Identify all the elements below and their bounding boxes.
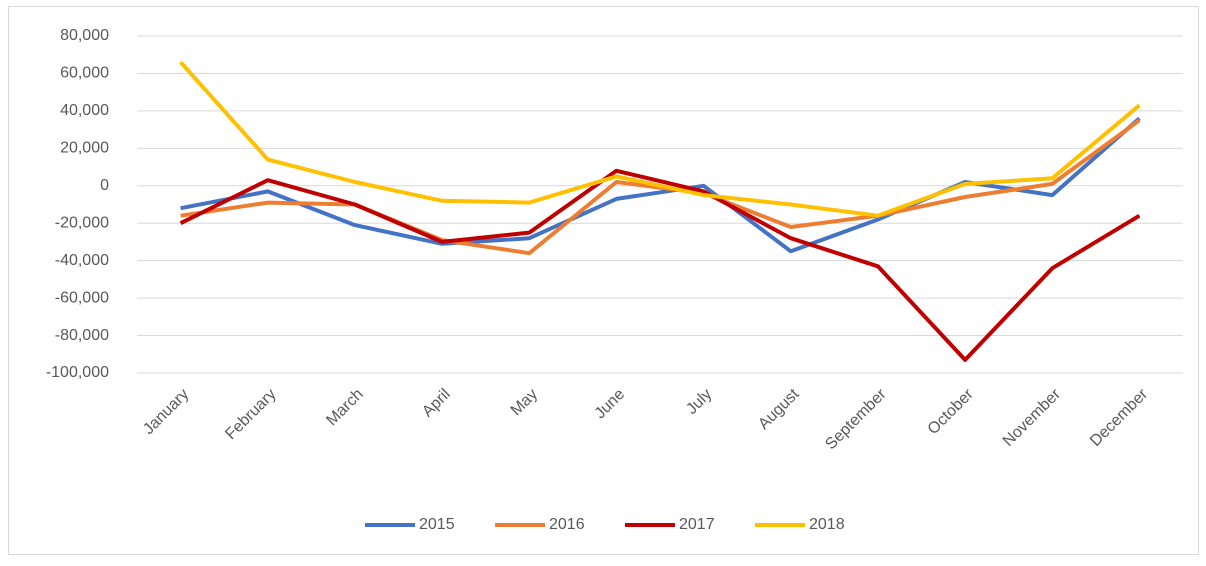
x-tick-label: August xyxy=(755,385,803,433)
x-tick-label: January xyxy=(140,386,192,438)
y-tick-label: -60,000 xyxy=(55,289,109,306)
legend-label: 2016 xyxy=(549,516,585,533)
y-tick-label: 20,000 xyxy=(60,140,109,157)
y-tick-label: -80,000 xyxy=(55,327,109,344)
y-tick-label: -40,000 xyxy=(55,252,109,269)
x-tick-label: February xyxy=(222,386,279,443)
y-tick-label: 0 xyxy=(100,177,109,194)
legend-label: 2017 xyxy=(679,516,715,533)
series-line xyxy=(179,168,1141,362)
x-tick-label: July xyxy=(683,386,715,418)
y-tick-label: 60,000 xyxy=(60,65,109,82)
x-tick-label: November xyxy=(1000,385,1065,450)
x-tick-label: May xyxy=(508,386,541,419)
legend-label: 2018 xyxy=(809,516,845,533)
series-line xyxy=(179,60,1141,218)
x-tick-label: September xyxy=(822,385,890,453)
x-tick-label: March xyxy=(323,386,366,429)
y-tick-label: -20,000 xyxy=(55,214,109,231)
x-tick-label: December xyxy=(1087,385,1152,450)
y-tick-label: 80,000 xyxy=(60,27,109,44)
chart-frame xyxy=(8,6,1199,555)
x-tick-label: October xyxy=(925,385,978,438)
x-tick-label: April xyxy=(419,386,454,421)
y-tick-label: -100,000 xyxy=(46,364,109,381)
y-tick-label: 40,000 xyxy=(60,102,109,119)
x-tick-label: June xyxy=(592,386,629,423)
legend-label: 2015 xyxy=(419,516,455,533)
